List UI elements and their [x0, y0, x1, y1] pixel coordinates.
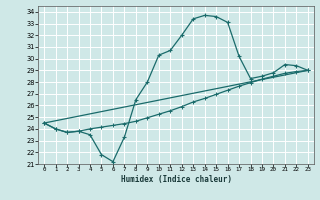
X-axis label: Humidex (Indice chaleur): Humidex (Indice chaleur): [121, 175, 231, 184]
